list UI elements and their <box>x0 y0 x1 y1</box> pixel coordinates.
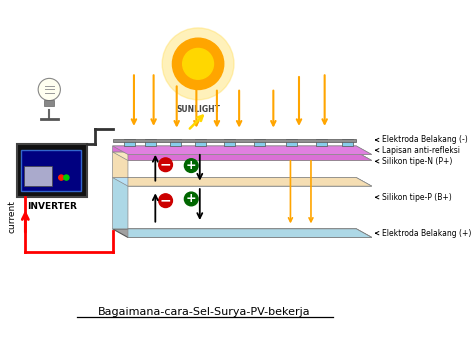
Circle shape <box>162 28 234 100</box>
Text: SUNLIGHT: SUNLIGHT <box>176 105 220 114</box>
Bar <box>17 144 87 197</box>
Circle shape <box>159 158 173 172</box>
Polygon shape <box>112 178 372 237</box>
Polygon shape <box>112 146 372 155</box>
Text: Lapisan anti-refleksi: Lapisan anti-refleksi <box>375 146 460 155</box>
Text: current: current <box>7 199 16 232</box>
Circle shape <box>182 49 213 79</box>
Text: Silikon tipe-N (P+): Silikon tipe-N (P+) <box>375 157 452 166</box>
Circle shape <box>59 175 64 180</box>
Text: Elektroda Belakang (+): Elektroda Belakang (+) <box>375 229 471 238</box>
Text: Silikon tipe-P (B+): Silikon tipe-P (B+) <box>375 193 452 202</box>
Bar <box>112 139 356 142</box>
Polygon shape <box>112 178 372 186</box>
Text: INVERTER: INVERTER <box>27 202 77 211</box>
Bar <box>124 139 135 146</box>
Bar <box>286 139 297 146</box>
Bar <box>195 139 206 146</box>
Circle shape <box>38 79 60 101</box>
Text: Elektroda Belakang (-): Elektroda Belakang (-) <box>375 135 468 144</box>
Bar <box>170 139 181 146</box>
Circle shape <box>159 194 173 207</box>
Polygon shape <box>112 229 372 237</box>
Polygon shape <box>112 146 372 160</box>
Text: −: − <box>160 158 172 172</box>
Text: −: − <box>160 194 172 208</box>
Circle shape <box>64 175 69 180</box>
Bar <box>21 150 81 191</box>
Polygon shape <box>112 152 372 160</box>
Bar <box>44 100 55 106</box>
Bar <box>316 139 327 146</box>
Text: Bagaimana-cara-Sel-Surya-PV-bekerja: Bagaimana-cara-Sel-Surya-PV-bekerja <box>98 307 310 317</box>
Circle shape <box>173 38 224 89</box>
Polygon shape <box>112 152 372 186</box>
Bar <box>342 139 353 146</box>
Circle shape <box>184 159 198 172</box>
Bar <box>25 165 52 186</box>
Bar <box>145 139 156 146</box>
Bar <box>224 139 235 146</box>
Bar <box>254 139 265 146</box>
Text: +: + <box>186 193 197 206</box>
Text: +: + <box>186 159 197 172</box>
Circle shape <box>184 192 198 206</box>
